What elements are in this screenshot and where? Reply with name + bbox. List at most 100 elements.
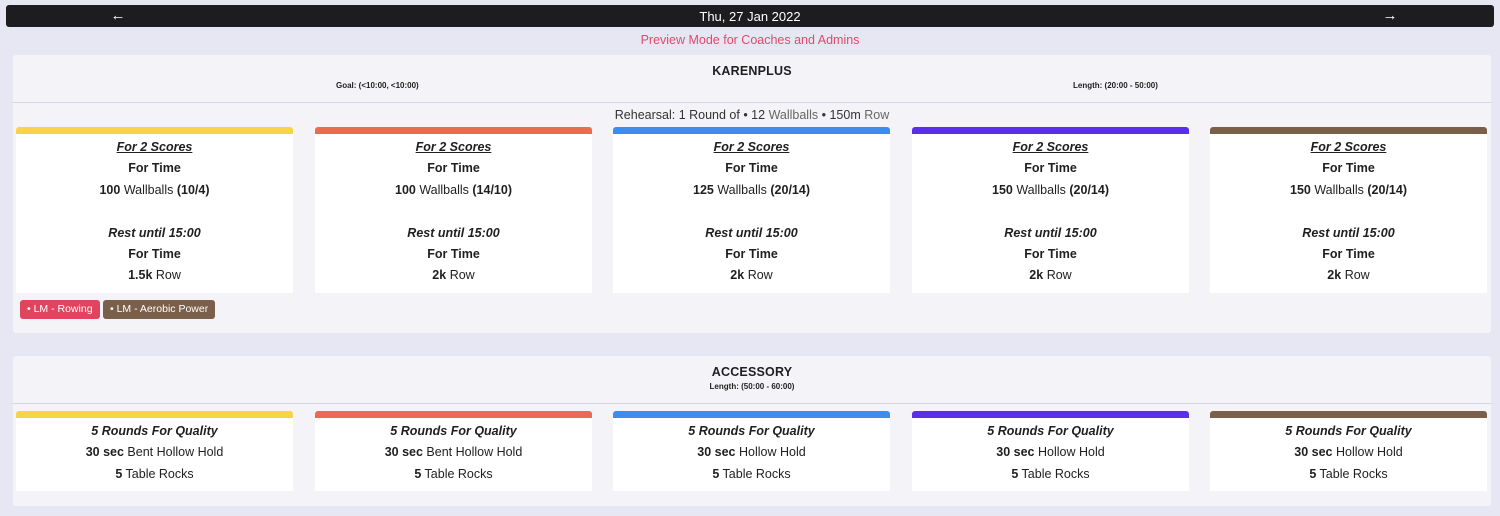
row-line: 2k Row — [912, 268, 1189, 282]
level-column-2: For 2 Scores For Time 100 Wallballs (14/10… — [315, 127, 592, 293]
wallballs-line: 100 Wallballs (10/4) — [16, 183, 293, 197]
wallballs-weight: (20/14) — [770, 183, 810, 197]
rocks-qty: 5 — [1309, 467, 1317, 481]
level-column-1: 5 Rounds For Quality 30 sec Bent Hollow H… — [16, 411, 293, 491]
scores-heading: For 2 Scores — [116, 140, 193, 154]
hold-line: 30 sec Hollow Hold — [1210, 445, 1487, 459]
rocks-line: 5 Table Rocks — [16, 467, 293, 481]
wallballs-line: 125 Wallballs (20/14) — [613, 183, 890, 197]
wallballs-label: Wallballs — [717, 183, 767, 197]
row-qty: 2k — [432, 268, 447, 282]
wallballs-label: Wallballs — [1016, 183, 1066, 197]
rocks-line: 5 Table Rocks — [315, 467, 592, 481]
rocks-qty: 5 — [414, 467, 422, 481]
wallballs-label: Wallballs — [123, 183, 174, 197]
rounds-heading: 5 Rounds For Quality — [390, 424, 517, 438]
for-time-label: For Time — [427, 247, 480, 261]
row-label: Row — [449, 268, 475, 282]
wallballs-weight: (14/10) — [472, 183, 512, 197]
current-date[interactable]: Thu, 27 Jan 2022 — [699, 9, 801, 24]
workout-card-accessory: ACCESSORY Length: (50:00 - 60:00) 5 Roun… — [13, 356, 1491, 506]
hold-qty: 30 sec — [697, 445, 736, 459]
arrow-right-icon[interactable]: → — [1382, 7, 1398, 24]
row-line: 1.5k Row — [16, 268, 293, 282]
level-column-3: For 2 Scores For Time 125 Wallballs (20/14… — [613, 127, 890, 293]
wallballs-weight: (20/14) — [1069, 183, 1109, 197]
hold-label: Hollow Hold — [739, 445, 806, 459]
arrow-left-icon[interactable]: ← — [110, 7, 126, 24]
rehearsal-wallballs: Wallballs — [768, 108, 819, 122]
row-qty: 2k — [730, 268, 745, 282]
row-qty: 2k — [1327, 268, 1342, 282]
level-column-3: 5 Rounds For Quality 30 sec Hollow Hold 5 … — [613, 411, 890, 491]
rest-label: Rest until 15:00 — [108, 226, 201, 240]
row-line: 2k Row — [1210, 268, 1487, 282]
wallballs-label: Wallballs — [1314, 183, 1364, 197]
rocks-qty: 5 — [712, 467, 720, 481]
tag-lm-rowing[interactable]: • LM - Rowing — [20, 300, 100, 319]
rocks-label: Table Rocks — [125, 467, 194, 481]
hold-label: Hollow Hold — [1038, 445, 1105, 459]
wallballs-qty: 100 — [99, 183, 121, 197]
rocks-label: Table Rocks — [1319, 467, 1388, 481]
wallballs-label: Wallballs — [419, 183, 469, 197]
rocks-qty: 5 — [115, 467, 123, 481]
rocks-label: Table Rocks — [424, 467, 493, 481]
hold-label: Bent Hollow Hold — [426, 445, 523, 459]
row-label: Row — [747, 268, 773, 282]
rounds-heading: 5 Rounds For Quality — [1285, 424, 1412, 438]
tag-lm-aerobic-power[interactable]: • LM - Aerobic Power — [103, 300, 216, 319]
for-time-label: For Time — [427, 161, 480, 175]
rounds-heading: 5 Rounds For Quality — [987, 424, 1114, 438]
rest-label: Rest until 15:00 — [1004, 226, 1097, 240]
hold-line: 30 sec Hollow Hold — [912, 445, 1189, 459]
hold-label: Hollow Hold — [1336, 445, 1403, 459]
level-column-4: 5 Rounds For Quality 30 sec Hollow Hold 5 … — [912, 411, 1189, 491]
rounds-heading: 5 Rounds For Quality — [688, 424, 815, 438]
row-label: Row — [1344, 268, 1370, 282]
rest-label: Rest until 15:00 — [407, 226, 500, 240]
rehearsal-text: Rehearsal: 1 Round of • 12 Wallballs • 1… — [13, 108, 1491, 122]
for-time-label: For Time — [128, 247, 181, 261]
workout-title: KARENPLUS — [712, 64, 792, 78]
row-label: Row — [1046, 268, 1072, 282]
for-time-label: For Time — [1322, 161, 1375, 175]
rocks-label: Table Rocks — [1021, 467, 1090, 481]
card-header: KARENPLUS Goal: (<10:00, <10:00) Length:… — [13, 55, 1491, 103]
wallballs-qty: 150 — [992, 183, 1013, 197]
rocks-line: 5 Table Rocks — [1210, 467, 1487, 481]
hold-qty: 30 sec — [1294, 445, 1333, 459]
length-text: Length: (20:00 - 50:00) — [1073, 81, 1158, 90]
wallballs-qty: 150 — [1290, 183, 1311, 197]
hold-line: 30 sec Bent Hollow Hold — [315, 445, 592, 459]
for-time-label: For Time — [1024, 161, 1077, 175]
row-label: Row — [155, 268, 181, 282]
for-time-label: For Time — [1322, 247, 1375, 261]
hold-line: 30 sec Hollow Hold — [613, 445, 890, 459]
wallballs-qty: 100 — [395, 183, 416, 197]
row-line: 2k Row — [613, 268, 890, 282]
rocks-label: Table Rocks — [722, 467, 791, 481]
length-text: Length: (50:00 - 60:00) — [709, 382, 795, 391]
hold-line: 30 sec Bent Hollow Hold — [16, 445, 293, 459]
scores-heading: For 2 Scores — [1310, 140, 1387, 154]
scores-heading: For 2 Scores — [415, 140, 492, 154]
card-header: ACCESSORY Length: (50:00 - 60:00) — [13, 356, 1491, 404]
scores-heading: For 2 Scores — [1012, 140, 1089, 154]
level-column-5: For 2 Scores For Time 150 Wallballs (20/14… — [1210, 127, 1487, 293]
wallballs-line: 100 Wallballs (14/10) — [315, 183, 592, 197]
for-time-label: For Time — [725, 247, 778, 261]
hold-qty: 30 sec — [384, 445, 423, 459]
rocks-line: 5 Table Rocks — [912, 467, 1189, 481]
level-column-2: 5 Rounds For Quality 30 sec Bent Hollow H… — [315, 411, 592, 491]
level-column-5: 5 Rounds For Quality 30 sec Hollow Hold 5 … — [1210, 411, 1487, 491]
hold-qty: 30 sec — [996, 445, 1035, 459]
rocks-line: 5 Table Rocks — [613, 467, 890, 481]
rehearsal-row: Row — [864, 108, 890, 122]
wallballs-weight: (10/4) — [176, 183, 210, 197]
for-time-label: For Time — [725, 161, 778, 175]
rehearsal-mid: • 150m — [821, 108, 861, 122]
rocks-qty: 5 — [1011, 467, 1019, 481]
wallballs-line: 150 Wallballs (20/14) — [912, 183, 1189, 197]
rounds-heading: 5 Rounds For Quality — [91, 424, 218, 438]
